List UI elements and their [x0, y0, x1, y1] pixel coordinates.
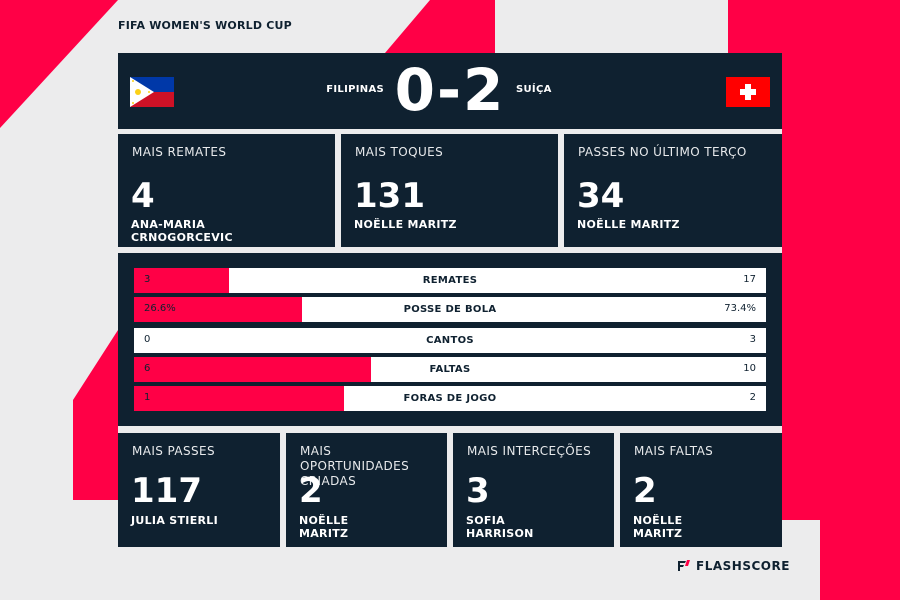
card-title: MAIS FALTAS [634, 444, 714, 458]
stat-label: POSSE DE BOLA [403, 304, 497, 315]
card-most-interceptions: MAIS INTERCEÇÕES 3 SOFIA HARRISON [453, 433, 614, 547]
stat-home-bar [134, 357, 371, 382]
card-most-fouls: MAIS FALTAS 2 NOËLLE MARITZ [620, 433, 782, 547]
card-player-line1: SOFIA [466, 514, 505, 527]
stat-away-value: 3 [749, 334, 756, 345]
card-most-shots: MAIS REMATES 4 ANA-MARIA CRNOGORCEVIC [118, 134, 335, 247]
competition-title: FIFA WOMEN'S WORLD CUP [118, 19, 292, 32]
card-title: MAIS REMATES [132, 145, 227, 159]
home-team-name: FILIPINAS [326, 84, 384, 95]
stat-home-value: 26.6% [144, 303, 176, 314]
philippines-flag-icon [130, 77, 174, 107]
stat-away-value: 73.4% [724, 303, 756, 314]
stat-row: 26.6% POSSE DE BOLA 73.4% [134, 297, 766, 322]
card-player-line2: MARITZ [633, 527, 683, 540]
card-player-line1: NOËLLE MARITZ [354, 218, 457, 231]
card-most-touches: MAIS TOQUES 131 NOËLLE MARITZ [341, 134, 558, 247]
card-value: 131 [354, 176, 425, 216]
card-value: 34 [577, 176, 625, 216]
card-value: 2 [299, 471, 323, 511]
away-team-name: SUÍÇA [516, 84, 552, 95]
switzerland-flag-icon [726, 77, 770, 107]
stat-home-value: 0 [144, 334, 151, 345]
flashscore-logo-text: FLASHSCORE [696, 559, 790, 573]
stat-row: 1 FORAS DE JOGO 2 [134, 386, 766, 411]
stat-home-value: 1 [144, 392, 151, 403]
card-most-passes: MAIS PASSES 117 JULIA STIERLI [118, 433, 280, 547]
card-player-line1: NOËLLE [299, 514, 349, 527]
flashscore-mark-icon [678, 560, 690, 571]
stat-away-value: 10 [743, 363, 756, 374]
stats-comparison: 3 REMATES 17 26.6% POSSE DE BOLA 73.4% 0… [118, 253, 782, 426]
card-player-line2: CRNOGORCEVIC [131, 231, 233, 244]
stat-label: FALTAS [429, 364, 471, 375]
stat-home-value: 3 [144, 274, 151, 285]
card-title: PASSES NO ÚLTIMO TERÇO [578, 145, 747, 159]
stat-home-value: 6 [144, 363, 151, 374]
card-value: 3 [466, 471, 490, 511]
flashscore-logo: FLASHSCORE [676, 556, 790, 576]
card-player-line1: ANA-MARIA [131, 218, 206, 231]
card-final-third-passes: PASSES NO ÚLTIMO TERÇO 34 NOËLLE MARITZ [564, 134, 782, 247]
stat-home-bar [134, 386, 345, 411]
match-score: 0-2 [394, 56, 506, 124]
stat-row: 0 CANTOS 3 [134, 328, 766, 353]
card-title: MAIS OPORTUNIDADES CRIADAS [300, 444, 410, 488]
card-player-line1: JULIA STIERLI [131, 514, 218, 527]
card-value: 117 [131, 471, 202, 511]
scoreboard: FILIPINAS 0-2 SUÍÇA [118, 53, 782, 129]
stat-label: CANTOS [426, 335, 474, 346]
stat-label: REMATES [422, 275, 478, 286]
stat-home-bar [134, 268, 229, 293]
stat-label: FORAS DE JOGO [403, 393, 497, 404]
card-player-line2: HARRISON [466, 527, 534, 540]
card-value: 4 [131, 176, 155, 216]
card-player-line2: MARITZ [299, 527, 349, 540]
stat-away-value: 17 [743, 274, 756, 285]
card-title: MAIS TOQUES [355, 145, 444, 159]
stat-row: 3 REMATES 17 [134, 268, 766, 293]
card-player-line1: NOËLLE MARITZ [577, 218, 680, 231]
card-value: 2 [633, 471, 657, 511]
card-title: MAIS PASSES [132, 444, 216, 458]
card-player-line1: NOËLLE [633, 514, 683, 527]
stat-home-bar [134, 297, 303, 322]
card-title: MAIS INTERCEÇÕES [467, 444, 592, 458]
card-most-chances-created: MAIS OPORTUNIDADES CRIADAS 2 NOËLLE MARI… [286, 433, 447, 547]
stat-row: 6 FALTAS 10 [134, 357, 766, 382]
stat-away-value: 2 [749, 392, 756, 403]
